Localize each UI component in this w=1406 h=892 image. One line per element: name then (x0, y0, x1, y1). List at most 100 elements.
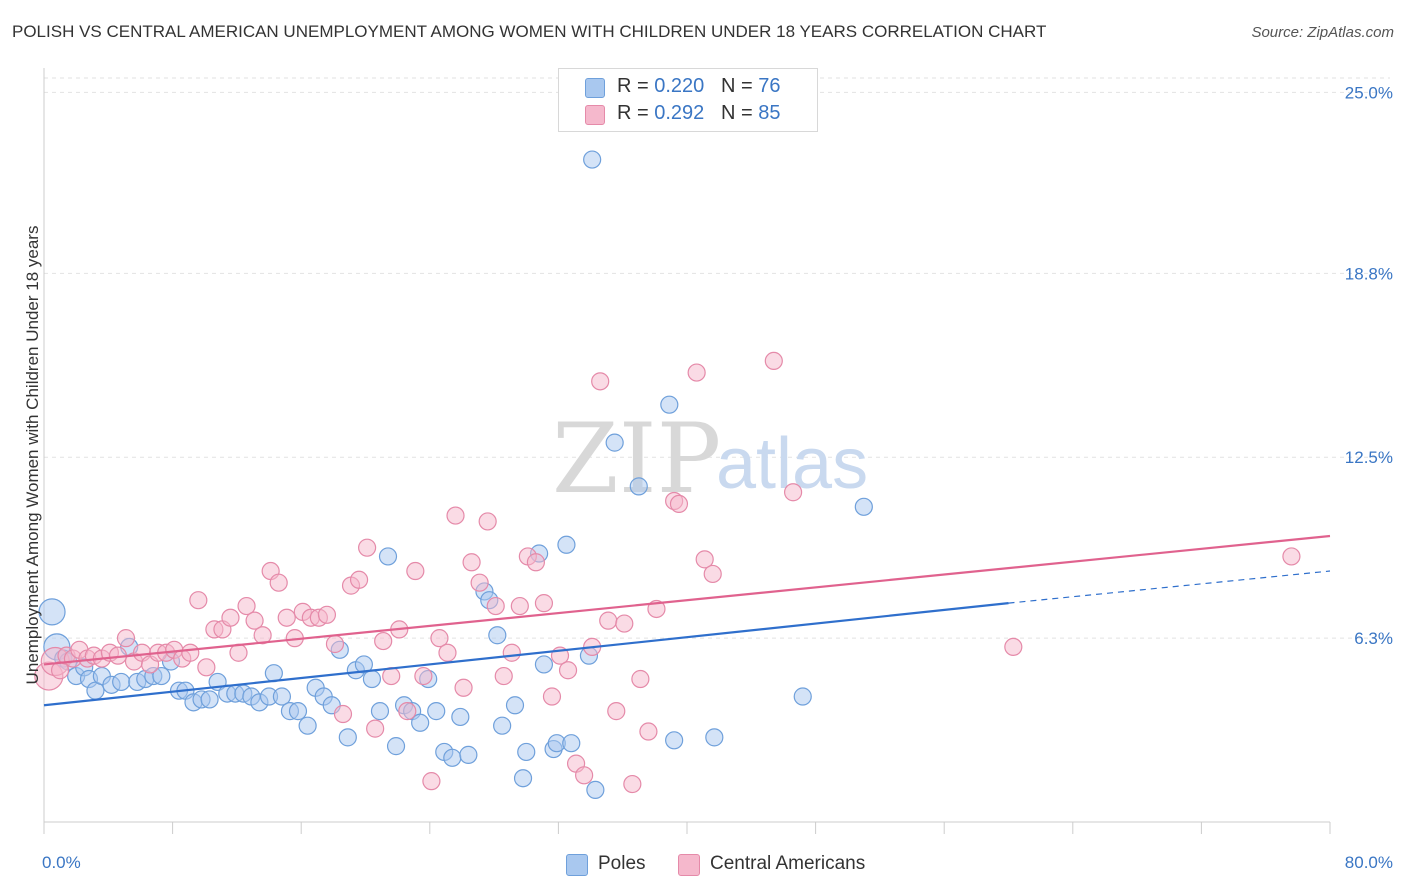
data-point (229, 643, 248, 662)
data-point (378, 547, 398, 566)
data-point (502, 643, 521, 662)
data-point (470, 573, 489, 592)
data-points (34, 150, 1301, 799)
data-point (288, 702, 308, 721)
watermark-zip: ZIP (552, 403, 721, 515)
data-point (112, 672, 131, 692)
data-point (764, 351, 783, 371)
data-point (370, 702, 390, 721)
data-point (398, 702, 417, 721)
data-point (200, 690, 219, 709)
data-point (517, 742, 536, 762)
data-point (687, 363, 706, 382)
data-point (451, 707, 470, 727)
data-point (269, 573, 288, 592)
watermark: ZIP atlas (552, 403, 868, 515)
data-point (245, 611, 264, 630)
legend-text-poles: R = 0.220 N = 76 (617, 75, 780, 98)
data-point (366, 719, 385, 738)
legend-r-label: R = (617, 75, 655, 97)
data-point (317, 605, 337, 624)
data-point (406, 561, 425, 581)
data-point (459, 745, 478, 764)
data-point (298, 716, 317, 735)
data-point (695, 550, 714, 569)
legend-n-value: 76 (758, 75, 781, 97)
data-point (374, 631, 393, 651)
data-point (783, 483, 803, 502)
bottom-legend-swatch-central-americans (678, 854, 700, 876)
y-tick-label: 6.3% (1354, 629, 1393, 648)
legend-r-value: 0.220 (654, 75, 705, 97)
data-point (615, 614, 634, 633)
chart-title: POLISH VS CENTRAL AMERICAN UNEMPLOYMENT … (12, 22, 1047, 41)
trend-lines (43, 534, 1331, 707)
data-point (349, 570, 369, 589)
data-point (181, 643, 200, 662)
data-point (116, 629, 136, 648)
data-point (1282, 547, 1301, 566)
data-point (493, 716, 512, 735)
legend-r-label: R = (617, 102, 655, 124)
data-point (197, 658, 216, 677)
data-point (599, 611, 618, 630)
data-point (237, 596, 256, 616)
data-point (703, 564, 722, 584)
axes (43, 68, 1331, 834)
data-point (253, 626, 272, 645)
data-point (478, 512, 497, 531)
data-point (325, 634, 345, 654)
data-point (705, 728, 724, 747)
legend-text-central-americans: R = 0.292 N = 85 (617, 102, 780, 125)
legend-n-value: 85 (758, 102, 781, 124)
data-point (605, 433, 624, 452)
data-point (333, 704, 353, 724)
data-point (354, 655, 373, 674)
data-point (505, 696, 525, 715)
data-point (557, 535, 576, 554)
trend-line (43, 534, 1331, 666)
data-point (534, 655, 554, 674)
data-point (558, 661, 578, 680)
data-point (443, 748, 462, 767)
data-point (427, 702, 446, 721)
data-point (607, 702, 626, 721)
data-point (454, 678, 473, 697)
x-tick-label: 80.0% (1345, 853, 1393, 872)
y-tick-label: 25.0% (1345, 83, 1393, 102)
trend-line-extension (1008, 570, 1331, 604)
y-tick-label: 12.5% (1345, 448, 1393, 467)
data-point (494, 666, 513, 686)
data-point (623, 774, 642, 794)
gridlines (44, 77, 1390, 639)
source-label: Source: ZipAtlas.com (1251, 24, 1394, 41)
data-point (631, 669, 650, 689)
data-point (1004, 637, 1023, 657)
legend-r-value: 0.292 (654, 102, 705, 124)
data-point (854, 497, 873, 516)
data-point (358, 538, 377, 557)
x-tick-label: 0.0% (42, 853, 81, 872)
data-point (575, 766, 594, 785)
bottom-legend-label-central-americans: Central Americans (710, 853, 866, 874)
data-point (639, 722, 658, 741)
data-point (272, 687, 292, 706)
legend-n-label: N = (720, 75, 759, 97)
data-point (526, 553, 545, 572)
data-point (629, 477, 648, 496)
data-point (414, 666, 433, 686)
data-point (38, 598, 66, 626)
data-point (534, 594, 554, 613)
data-point (277, 608, 296, 627)
legend-n-label: N = (720, 102, 759, 124)
legend-swatch-poles (585, 78, 605, 98)
data-point (386, 737, 406, 756)
data-point (264, 664, 283, 683)
data-point (583, 150, 602, 169)
data-point (510, 596, 529, 616)
data-point (189, 591, 208, 610)
data-point (793, 687, 812, 706)
data-point (488, 626, 507, 645)
data-point (660, 395, 679, 414)
